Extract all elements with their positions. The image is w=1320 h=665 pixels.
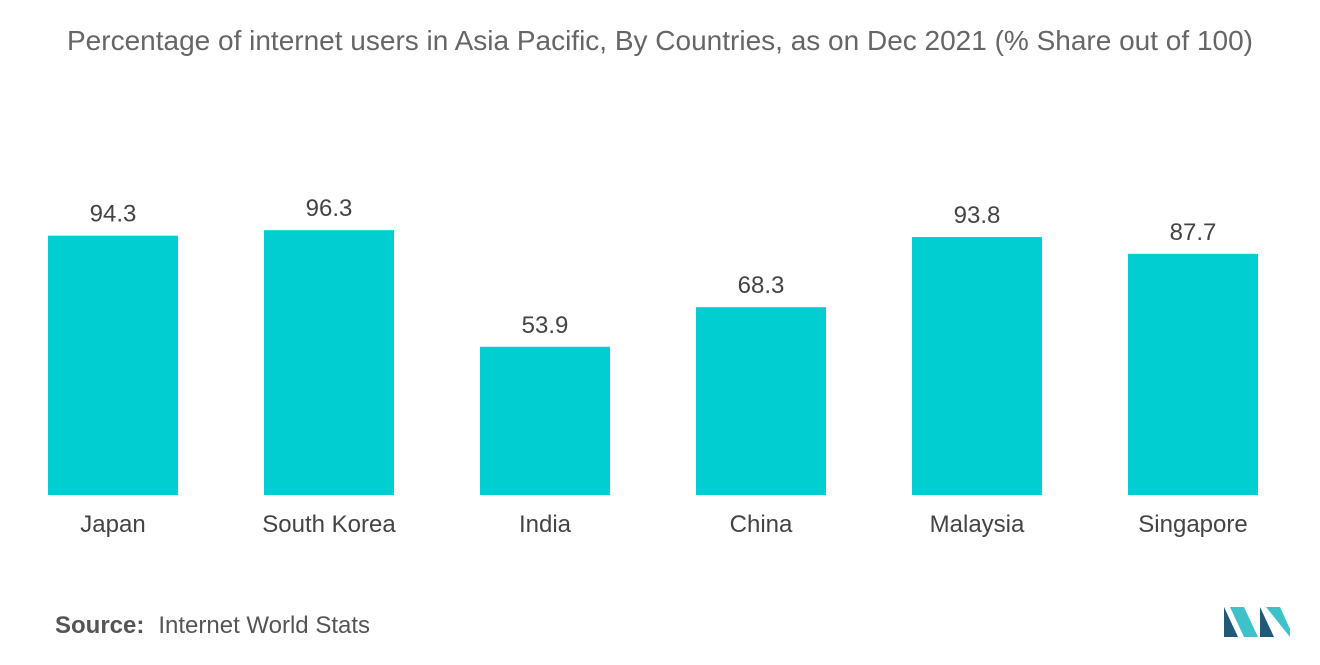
logo-shape-middle: [1230, 607, 1258, 637]
chart-title: Percentage of internet users in Asia Pac…: [67, 25, 1253, 56]
logo-shape-right-a: [1260, 607, 1274, 637]
value-label-malaysia: 93.8: [954, 202, 1001, 229]
category-label-malaysia: Malaysia: [930, 511, 1025, 538]
bar-india: [480, 346, 610, 495]
mordor-intelligence-logo-icon: [1224, 607, 1290, 637]
source-text: Internet World Stats: [158, 612, 371, 639]
logo-shape-right-b: [1266, 607, 1290, 637]
value-label-south-korea: 96.3: [306, 195, 353, 222]
category-label-singapore: Singapore: [1138, 511, 1247, 538]
value-labels-group: 94.3 96.3 53.9 68.3 93.8 87.7: [90, 195, 1217, 339]
bar-malaysia: [912, 237, 1042, 496]
value-label-singapore: 87.7: [1170, 219, 1217, 246]
category-labels-group: Japan South Korea India China Malaysia Singap…: [80, 511, 1247, 538]
bars-group: [48, 230, 1258, 496]
source-note: Source: Internet World Stats: [55, 612, 370, 640]
bar-china: [696, 307, 826, 495]
category-label-japan: Japan: [80, 511, 145, 538]
bar-singapore: [1128, 253, 1258, 495]
logo-shape-left: [1224, 607, 1238, 637]
source-label: Source:: [55, 612, 145, 639]
category-label-china: China: [730, 511, 793, 538]
category-label-south-korea: South Korea: [262, 511, 396, 538]
value-label-japan: 94.3: [90, 201, 137, 228]
value-label-india: 53.9: [522, 312, 569, 339]
bar-south-korea: [264, 230, 394, 496]
category-label-india: India: [519, 511, 572, 538]
value-label-china: 68.3: [738, 272, 785, 299]
bar-japan: [48, 235, 178, 496]
